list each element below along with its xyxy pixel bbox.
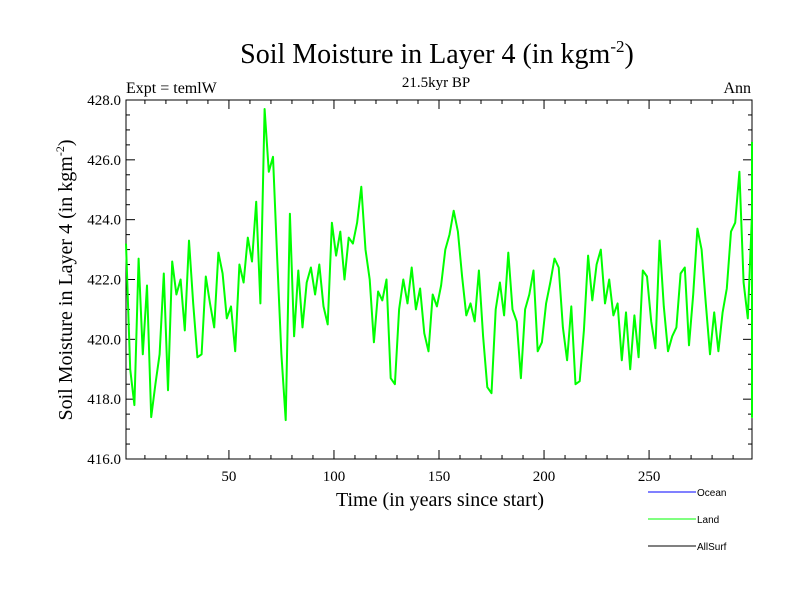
experiment-label: Expt = temlW: [126, 80, 218, 97]
x-tick-label: 100: [323, 469, 346, 485]
chart-title: Soil Moisture in Layer 4 (in kgm-2): [240, 37, 634, 70]
x-tick-label: 200: [533, 469, 556, 485]
y-tick-label: 416.0: [87, 452, 121, 468]
legend-label-allsurf: AllSurf: [697, 542, 727, 553]
axis-ticks: 50 100 150 200 250 416.0 418.0 420.0 422.0 424.0 4…: [87, 93, 752, 485]
chart-subtitle: 21.5kyr BP: [402, 75, 470, 91]
y-tick-label: 428.0: [87, 93, 121, 109]
x-tick-label: 50: [221, 469, 236, 485]
y-tick-label: 422.0: [87, 273, 121, 289]
x-tick-label: 250: [638, 469, 661, 485]
legend-label-land: Land: [697, 515, 719, 526]
legend: Ocean Land AllSurf: [648, 488, 727, 553]
y-tick-label: 420.0: [87, 332, 121, 348]
series-line-land: [125, 108, 753, 422]
y-tick-label: 424.0: [87, 213, 121, 229]
x-axis-label: Time (in years since start): [336, 489, 544, 511]
season-label: Ann: [723, 80, 751, 97]
y-axis-label: Soil Moisture in Layer 4 (in kgm-2): [53, 139, 77, 420]
y-tick-label: 426.0: [87, 153, 121, 169]
y-tick-label: 418.0: [87, 392, 121, 408]
legend-label-ocean: Ocean: [697, 488, 726, 499]
x-tick-label: 150: [428, 469, 451, 485]
